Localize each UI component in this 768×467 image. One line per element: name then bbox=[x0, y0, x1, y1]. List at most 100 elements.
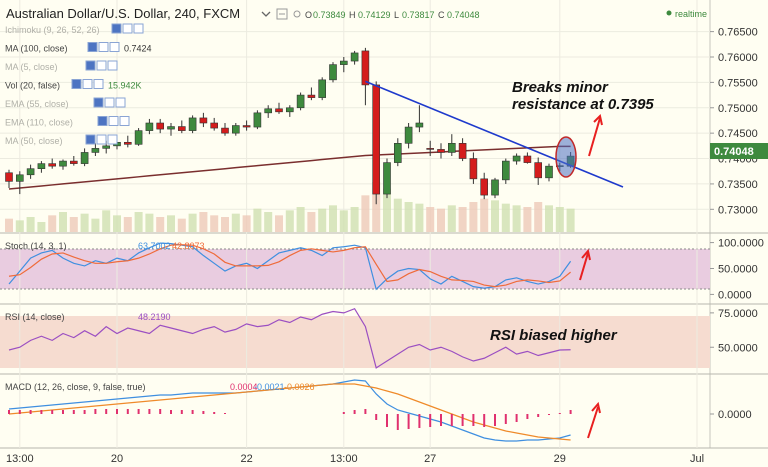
indicator-remove-icon[interactable] bbox=[133, 23, 144, 34]
annotation-rsi: RSI biased higher bbox=[490, 327, 618, 344]
candle-body bbox=[458, 143, 467, 159]
indicator-visibility-icon[interactable] bbox=[87, 42, 98, 52]
volume-bar bbox=[566, 208, 575, 232]
indicator-label[interactable]: EMA (110, close) bbox=[5, 118, 73, 128]
indicator-remove-icon[interactable] bbox=[119, 116, 130, 126]
volume-bar bbox=[242, 215, 251, 232]
volume-bar bbox=[512, 205, 521, 232]
rsi-label[interactable]: RSI (14, close) bbox=[5, 312, 65, 322]
symbol-dropdown-icon[interactable] bbox=[261, 11, 271, 17]
candle-body bbox=[545, 165, 553, 179]
indicator-remove-icon[interactable] bbox=[115, 97, 126, 108]
ohlc-label-open: O bbox=[305, 10, 312, 20]
volume-bar bbox=[177, 218, 186, 232]
volume-bar bbox=[501, 203, 510, 232]
macd-value-hist: 0.0004 bbox=[230, 382, 258, 392]
volume-bar bbox=[307, 212, 316, 232]
indicator-settings-icon[interactable] bbox=[96, 60, 107, 71]
candle-body bbox=[523, 155, 532, 163]
indicator-settings-icon[interactable] bbox=[96, 134, 107, 145]
candle-body bbox=[534, 162, 543, 179]
candle-body bbox=[124, 141, 132, 145]
volume-bar bbox=[188, 213, 197, 232]
price-tick-label: 0.76500 bbox=[718, 27, 758, 39]
candle-body bbox=[415, 122, 424, 128]
volume-bar bbox=[48, 215, 57, 232]
stoch-label[interactable]: Stoch (14, 3, 1) bbox=[5, 241, 67, 251]
volume-bar bbox=[59, 212, 67, 232]
candle-body bbox=[491, 179, 499, 196]
volume-bar bbox=[253, 208, 262, 232]
volume-bar bbox=[167, 215, 175, 232]
osc-tick-label: 50.0000 bbox=[718, 264, 758, 276]
rsi-lines bbox=[8, 308, 571, 369]
candle-body bbox=[199, 117, 208, 124]
macd-arrow bbox=[587, 401, 601, 439]
volume-bar bbox=[296, 207, 305, 232]
candle-body bbox=[426, 148, 435, 150]
indicator-settings-icon[interactable] bbox=[104, 97, 115, 108]
volume-bar bbox=[285, 210, 294, 232]
stoch-value-d: 42.8073 bbox=[172, 241, 205, 251]
indicator-remove-icon[interactable] bbox=[109, 42, 120, 52]
indicator-visibility-icon[interactable] bbox=[93, 97, 104, 108]
stoch-k-line bbox=[8, 242, 572, 291]
candle-body bbox=[188, 117, 197, 131]
indicator-label[interactable]: MA (50, close) bbox=[5, 136, 63, 146]
volume-bar bbox=[555, 207, 564, 232]
header: Australian Dollar/U.S. Dollar, 240, FXCM… bbox=[6, 6, 707, 21]
header-settings-icon[interactable] bbox=[276, 8, 288, 20]
symbol-title[interactable]: Australian Dollar/U.S. Dollar, 240, FXCM bbox=[6, 6, 240, 21]
indicator-label[interactable]: Vol (20, false) bbox=[5, 81, 60, 91]
volume-bar bbox=[447, 205, 456, 232]
indicator-label[interactable]: Ichimoku (9, 26, 52, 26) bbox=[5, 25, 100, 35]
candle-body bbox=[167, 126, 175, 130]
indicator-visibility-icon[interactable] bbox=[111, 23, 122, 34]
indicator-label[interactable]: EMA (55, close) bbox=[5, 99, 69, 109]
volume-bar bbox=[264, 212, 273, 232]
price-tick-label: 0.76000 bbox=[718, 52, 758, 64]
indicator-remove-icon[interactable] bbox=[107, 134, 118, 145]
ma100-line-group bbox=[8, 145, 571, 190]
candle-body bbox=[383, 162, 391, 195]
candle-body bbox=[372, 84, 381, 195]
volume-bar bbox=[231, 213, 240, 232]
volume-bar bbox=[80, 213, 89, 232]
indicator-remove-icon[interactable] bbox=[93, 79, 104, 89]
volume-bar bbox=[5, 218, 13, 232]
indicator-visibility-icon[interactable] bbox=[71, 79, 82, 89]
candle-body bbox=[37, 163, 46, 169]
volume-bar bbox=[113, 215, 121, 232]
candle-body bbox=[501, 160, 510, 181]
macd-value-signal: -0.0026 bbox=[284, 382, 315, 392]
indicator-settings-icon[interactable] bbox=[98, 42, 109, 52]
volume-bar bbox=[37, 222, 46, 232]
macd-label[interactable]: MACD (12, 26, close, 9, false, true) bbox=[5, 382, 146, 392]
candle-body bbox=[469, 158, 478, 180]
candle-body bbox=[447, 143, 456, 153]
indicator-remove-icon[interactable] bbox=[107, 60, 118, 71]
indicator-settings-icon[interactable] bbox=[82, 79, 93, 89]
volume-bar bbox=[534, 202, 543, 232]
volume-bar bbox=[523, 207, 532, 232]
volume-bar bbox=[69, 217, 78, 232]
indicator-visibility-icon[interactable] bbox=[85, 134, 96, 145]
indicator-settings-icon[interactable] bbox=[122, 23, 133, 34]
indicator-label[interactable]: MA (5, close) bbox=[5, 62, 58, 72]
candle-body bbox=[48, 163, 57, 167]
realtime-dot-icon bbox=[666, 10, 672, 16]
indicator-label[interactable]: MA (100, close) bbox=[5, 44, 68, 54]
price-tick-label: 0.73000 bbox=[718, 204, 758, 216]
volume-bar bbox=[134, 212, 143, 232]
indicator-settings-icon[interactable] bbox=[108, 116, 119, 126]
candle-body bbox=[156, 122, 164, 130]
candle-body bbox=[15, 174, 24, 182]
indicator-value: 15.942K bbox=[108, 81, 142, 91]
indicator-visibility-icon[interactable] bbox=[97, 116, 108, 126]
candle-body bbox=[339, 60, 348, 65]
candle-body bbox=[221, 127, 229, 134]
header-hide-icon[interactable] bbox=[293, 10, 301, 18]
volume-bar bbox=[437, 208, 445, 232]
volume-bar bbox=[469, 202, 478, 232]
indicator-visibility-icon[interactable] bbox=[85, 60, 96, 71]
